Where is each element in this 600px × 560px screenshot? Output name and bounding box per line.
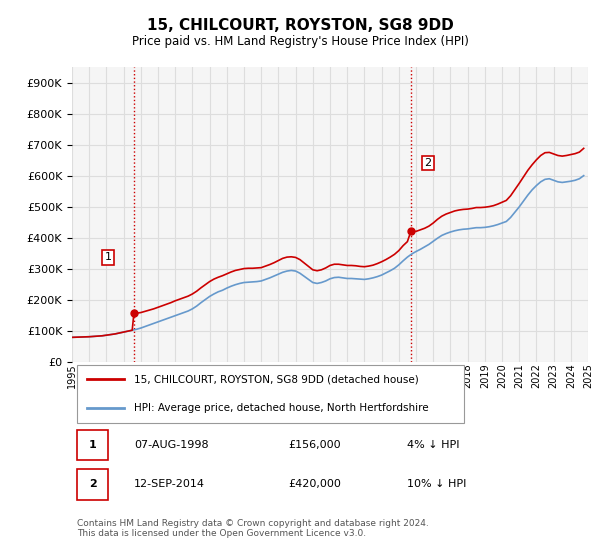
FancyBboxPatch shape — [77, 365, 464, 422]
FancyBboxPatch shape — [77, 430, 108, 460]
Text: 4% ↓ HPI: 4% ↓ HPI — [407, 440, 460, 450]
Text: £420,000: £420,000 — [289, 479, 341, 489]
Text: 1: 1 — [89, 440, 97, 450]
Text: 1: 1 — [104, 253, 112, 263]
Text: 2: 2 — [89, 479, 97, 489]
Text: 15, CHILCOURT, ROYSTON, SG8 9DD (detached house): 15, CHILCOURT, ROYSTON, SG8 9DD (detache… — [134, 375, 419, 385]
Text: Price paid vs. HM Land Registry's House Price Index (HPI): Price paid vs. HM Land Registry's House … — [131, 35, 469, 49]
FancyBboxPatch shape — [77, 469, 108, 500]
Text: £156,000: £156,000 — [289, 440, 341, 450]
Text: 07-AUG-1998: 07-AUG-1998 — [134, 440, 209, 450]
Text: 12-SEP-2014: 12-SEP-2014 — [134, 479, 205, 489]
Text: 10% ↓ HPI: 10% ↓ HPI — [407, 479, 467, 489]
Text: 15, CHILCOURT, ROYSTON, SG8 9DD: 15, CHILCOURT, ROYSTON, SG8 9DD — [146, 18, 454, 32]
Text: 2: 2 — [424, 158, 431, 168]
Text: Contains HM Land Registry data © Crown copyright and database right 2024.
This d: Contains HM Land Registry data © Crown c… — [77, 519, 429, 538]
Text: HPI: Average price, detached house, North Hertfordshire: HPI: Average price, detached house, Nort… — [134, 403, 428, 413]
